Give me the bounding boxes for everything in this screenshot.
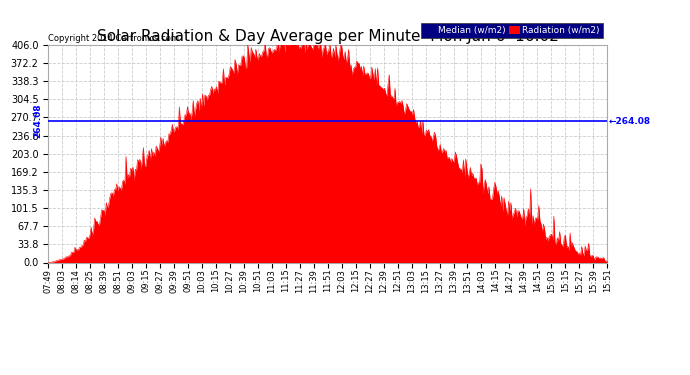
Text: 264.08: 264.08 bbox=[34, 104, 43, 138]
Legend: Median (w/m2), Radiation (w/m2): Median (w/m2), Radiation (w/m2) bbox=[422, 23, 602, 38]
Text: ←264.08: ←264.08 bbox=[609, 117, 651, 126]
Title: Solar Radiation & Day Average per Minute  Mon Jan 6  16:02: Solar Radiation & Day Average per Minute… bbox=[97, 29, 559, 44]
Text: Copyright 2014 Cartronics.com: Copyright 2014 Cartronics.com bbox=[48, 34, 179, 43]
